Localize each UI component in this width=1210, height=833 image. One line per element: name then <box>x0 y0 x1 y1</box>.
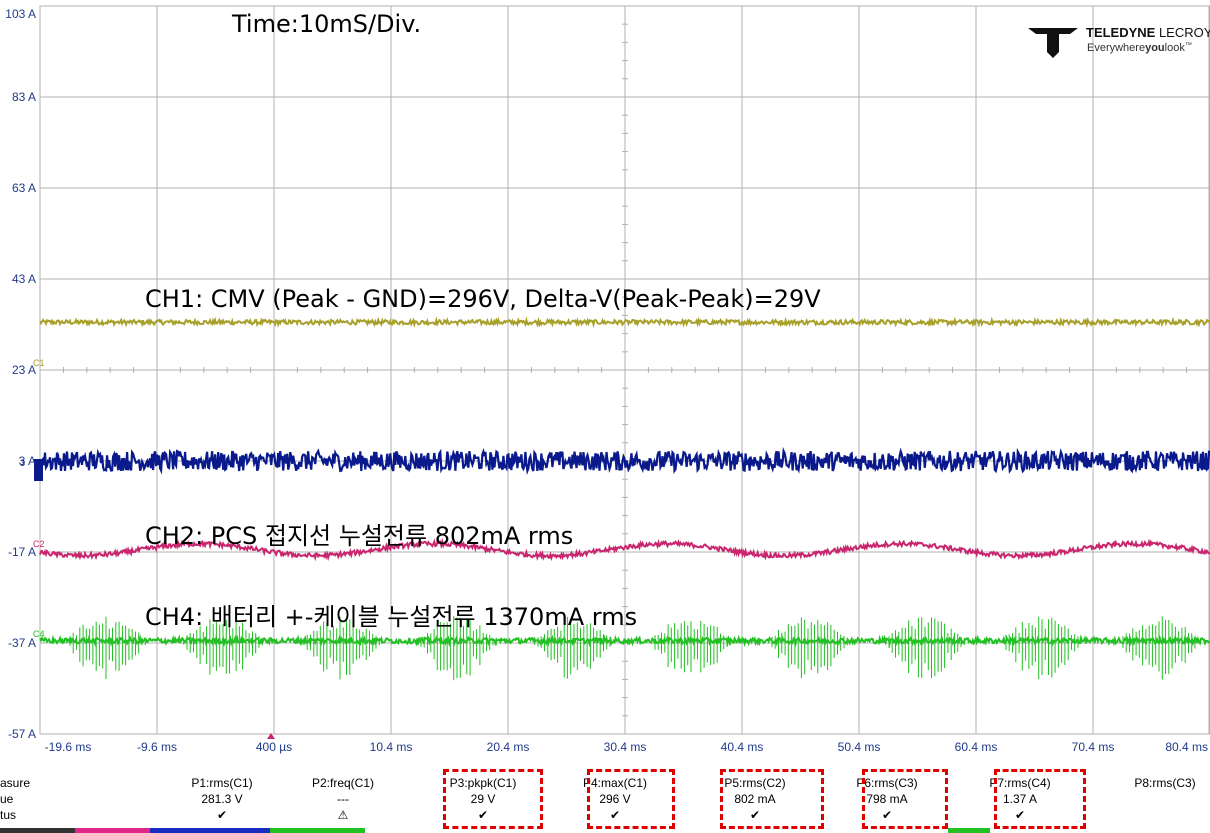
channel-strip-c2 <box>75 828 150 833</box>
trace-c1 <box>39 316 1210 329</box>
measure-status-p7: ✔ <box>1014 808 1026 822</box>
x-tick-label: 80.4 ms <box>1165 740 1208 754</box>
measure-name-p6: P6:rms(C3) <box>856 776 918 790</box>
x-tick-label: 70.4 ms <box>1072 740 1115 754</box>
svg-text:TELEDYNE LECROY: TELEDYNE LECROY <box>1086 25 1210 40</box>
y-tick-label: -57 A <box>8 727 36 741</box>
trace-c4 <box>39 634 1210 648</box>
marker-c3: 3 <box>20 458 25 468</box>
measure-status-p1: ✔ <box>216 808 228 822</box>
channel-strip-c3 <box>150 828 270 833</box>
measure-value-p2: --- <box>337 792 349 806</box>
ch1-annotation: CH1: CMV (Peak - GND)=296V, Delta-V(Peak… <box>145 285 821 313</box>
measure-status-row: tus <box>0 808 1210 824</box>
y-axis-labels: 103 A 83 A 63 A 43 A 23 A 3 A -17 A -37 A -57 A <box>5 7 36 741</box>
teledyne-lecroy-logo: TELEDYNE LECROY Everywhereyoulook™ <box>1028 25 1210 58</box>
measure-name-p4: P4:max(C1) <box>582 776 647 790</box>
y-tick-label: 103 A <box>5 7 36 21</box>
channel-strip-extra <box>948 828 990 833</box>
measure-value-p1: 281.3 V <box>201 792 243 806</box>
highlight-p5 <box>720 769 824 829</box>
x-axis-labels: -19.6 ms -9.6 ms 400 µs 10.4 ms 20.4 ms 30.4 … <box>45 740 1208 754</box>
trigger-marker-icon <box>267 733 275 739</box>
marker-c4: C4 <box>33 629 45 639</box>
measure-value-p6: 798 mA <box>866 792 908 806</box>
measure-status-p2: ⚠ <box>337 808 349 822</box>
trace-c2 <box>39 538 1210 562</box>
row-label-value: ue <box>0 792 14 806</box>
logo-trademark: ™ <box>1185 42 1192 49</box>
measure-name-p7: P7:rms(C4) <box>989 776 1051 790</box>
row-label-measure: asure <box>0 776 31 790</box>
x-tick-label: 10.4 ms <box>370 740 413 754</box>
channel-strip-c1 <box>0 828 75 833</box>
ch2-annotation: CH2: PCS 접지선 누설전류 802mA rms <box>145 522 573 550</box>
measure-header-row: asure <box>0 776 1210 792</box>
time-annotation: Time:10mS/Div. <box>231 10 421 38</box>
measure-value-p3: 29 V <box>470 792 496 806</box>
measure-name-p5: P5:rms(C2) <box>724 776 786 790</box>
y-tick-label: -37 A <box>8 636 36 650</box>
highlight-p3 <box>443 769 543 829</box>
logo-tagline-c: look <box>1165 42 1186 54</box>
logo-tagline-a: Everywhere <box>1087 42 1145 54</box>
measure-name-p3: P3:pkpk(C1) <box>449 776 517 790</box>
measure-status-p5: ✔ <box>749 808 761 822</box>
highlight-p4 <box>587 769 675 829</box>
measure-status-p3: ✔ <box>477 808 489 822</box>
x-tick-label: 20.4 ms <box>487 740 530 754</box>
channel-strip-c4 <box>270 828 365 833</box>
x-tick-label: 60.4 ms <box>955 740 998 754</box>
x-tick-label: -9.6 ms <box>137 740 177 754</box>
highlight-p7 <box>994 769 1086 829</box>
marker-c1: C1 <box>33 358 45 368</box>
y-tick-label: 43 A <box>12 272 36 286</box>
measure-name-p2: P2:freq(C1) <box>311 776 375 790</box>
trace-c3 <box>38 446 1210 475</box>
x-tick-label: -19.6 ms <box>45 740 92 754</box>
measure-name-p1: P1:rms(C1) <box>191 776 253 790</box>
measure-value-p5: 802 mA <box>734 792 776 806</box>
measure-name-p8: P8:rms(C3) <box>1134 776 1196 790</box>
x-tick-label: 50.4 ms <box>838 740 881 754</box>
trace-c4-bursts <box>66 616 1199 681</box>
x-tick-label: 30.4 ms <box>604 740 647 754</box>
waveform-traces <box>38 316 1210 681</box>
logo-brand-light: LECROY <box>1155 25 1210 40</box>
plot-frame <box>39 5 1210 735</box>
highlight-p6 <box>862 769 948 829</box>
y-tick-label: 23 A <box>12 363 36 377</box>
measure-value-row: ue <box>0 792 1210 808</box>
measure-value-p7: 1.37 A <box>1002 792 1038 806</box>
y-tick-label: 63 A <box>12 181 36 195</box>
marker-c2: C2 <box>33 539 45 549</box>
y-tick-label: 3 A <box>19 454 36 468</box>
measure-status-p6: ✔ <box>881 808 893 822</box>
y-tick-label: -17 A <box>8 545 36 559</box>
measure-status-p4: ✔ <box>609 808 621 822</box>
ch4-annotation: CH4: 배터리 +-케이블 누설전류 1370mA rms <box>145 603 637 631</box>
row-label-status: tus <box>0 808 17 822</box>
marker-c3-block <box>34 459 43 481</box>
x-tick-label: 400 µs <box>256 740 292 754</box>
y-tick-label: 83 A <box>12 90 36 104</box>
measurement-table: asure ue tus P1:rms(C1) 281.3 V ✔ P2:freq(C… <box>0 772 1210 833</box>
logo-tagline-b: you <box>1145 42 1165 54</box>
measure-value-p4: 296 V <box>599 792 631 806</box>
svg-text:Everywhereyoulook™: Everywhereyoulook™ <box>1087 42 1192 54</box>
x-tick-label: 40.4 ms <box>721 740 764 754</box>
lecroy-logo-icon <box>1028 28 1078 58</box>
logo-brand-bold: TELEDYNE <box>1086 25 1156 40</box>
